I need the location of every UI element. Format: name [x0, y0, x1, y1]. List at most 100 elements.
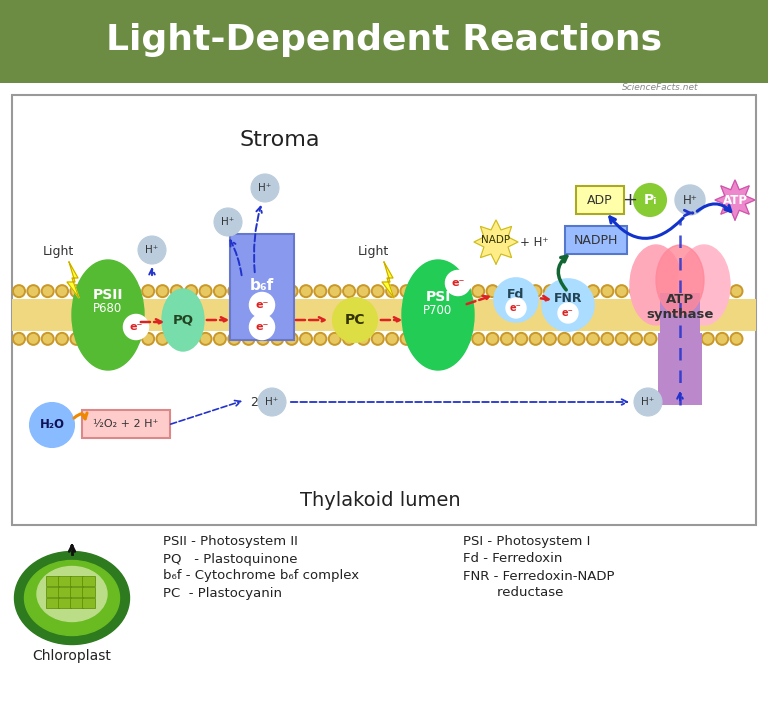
- Polygon shape: [715, 180, 755, 220]
- Circle shape: [645, 286, 655, 296]
- FancyBboxPatch shape: [658, 333, 702, 405]
- Circle shape: [602, 334, 612, 344]
- FancyBboxPatch shape: [82, 598, 95, 608]
- Text: reductase: reductase: [463, 586, 564, 599]
- Circle shape: [299, 332, 313, 346]
- Circle shape: [688, 286, 698, 296]
- Circle shape: [313, 332, 327, 346]
- Circle shape: [559, 334, 569, 344]
- Circle shape: [687, 332, 700, 346]
- Text: P700: P700: [423, 305, 452, 317]
- FancyBboxPatch shape: [58, 587, 71, 597]
- Circle shape: [129, 286, 139, 296]
- Circle shape: [359, 334, 369, 344]
- Circle shape: [657, 332, 672, 346]
- Circle shape: [186, 286, 197, 296]
- Circle shape: [485, 284, 499, 298]
- Circle shape: [574, 334, 584, 344]
- Circle shape: [634, 388, 662, 416]
- FancyBboxPatch shape: [82, 576, 95, 586]
- Circle shape: [299, 284, 313, 298]
- Circle shape: [112, 284, 127, 298]
- FancyBboxPatch shape: [46, 576, 59, 586]
- Circle shape: [430, 334, 440, 344]
- Circle shape: [500, 332, 514, 346]
- Circle shape: [715, 332, 729, 346]
- Text: PQ: PQ: [173, 314, 194, 327]
- Circle shape: [558, 303, 578, 323]
- Circle shape: [286, 286, 296, 296]
- Text: ScienceFacts.net: ScienceFacts.net: [622, 84, 698, 92]
- Circle shape: [542, 279, 594, 331]
- Circle shape: [285, 332, 299, 346]
- Circle shape: [258, 388, 286, 416]
- Circle shape: [333, 298, 377, 342]
- FancyBboxPatch shape: [82, 587, 95, 597]
- Circle shape: [214, 208, 242, 236]
- Circle shape: [528, 332, 543, 346]
- Circle shape: [502, 286, 512, 296]
- Circle shape: [559, 286, 569, 296]
- Circle shape: [215, 334, 225, 344]
- Circle shape: [28, 286, 38, 296]
- Circle shape: [458, 286, 469, 296]
- Circle shape: [251, 174, 279, 202]
- Circle shape: [186, 334, 197, 344]
- Circle shape: [71, 286, 81, 296]
- Circle shape: [715, 284, 729, 298]
- Circle shape: [515, 284, 528, 298]
- Circle shape: [445, 334, 455, 344]
- Circle shape: [200, 334, 210, 344]
- Circle shape: [457, 284, 471, 298]
- Circle shape: [114, 334, 124, 344]
- Circle shape: [428, 284, 442, 298]
- Circle shape: [430, 286, 440, 296]
- Circle shape: [301, 334, 311, 344]
- Circle shape: [329, 334, 339, 344]
- Circle shape: [69, 284, 84, 298]
- Circle shape: [114, 286, 124, 296]
- Circle shape: [545, 334, 555, 344]
- Circle shape: [229, 334, 240, 344]
- Circle shape: [617, 334, 627, 344]
- Circle shape: [617, 286, 627, 296]
- Circle shape: [675, 185, 705, 215]
- Circle shape: [242, 284, 256, 298]
- Circle shape: [644, 332, 657, 346]
- Circle shape: [258, 334, 268, 344]
- Circle shape: [660, 334, 670, 344]
- Circle shape: [157, 334, 167, 344]
- Circle shape: [545, 286, 555, 296]
- Circle shape: [143, 286, 153, 296]
- Circle shape: [184, 284, 198, 298]
- Circle shape: [629, 284, 643, 298]
- Circle shape: [500, 284, 514, 298]
- Circle shape: [571, 332, 586, 346]
- Ellipse shape: [162, 289, 204, 351]
- Circle shape: [84, 284, 98, 298]
- Text: PQ   - Plastoquinone: PQ - Plastoquinone: [163, 552, 297, 565]
- Circle shape: [157, 286, 167, 296]
- Text: e⁻: e⁻: [129, 322, 143, 332]
- Ellipse shape: [15, 552, 130, 645]
- Circle shape: [672, 332, 686, 346]
- Ellipse shape: [25, 560, 120, 635]
- Text: Light-Dependent Reactions: Light-Dependent Reactions: [106, 23, 662, 57]
- Circle shape: [286, 334, 296, 344]
- Circle shape: [328, 284, 342, 298]
- Text: PC: PC: [345, 313, 366, 327]
- Circle shape: [730, 284, 743, 298]
- FancyBboxPatch shape: [70, 598, 83, 608]
- Text: Fd - Ferredoxin: Fd - Ferredoxin: [463, 552, 562, 565]
- Circle shape: [14, 334, 24, 344]
- FancyBboxPatch shape: [0, 0, 768, 83]
- Text: NADPH: NADPH: [574, 234, 618, 246]
- Text: ATP
synthase: ATP synthase: [647, 293, 713, 321]
- Circle shape: [674, 286, 684, 296]
- Text: Light: Light: [357, 246, 389, 258]
- Circle shape: [446, 271, 470, 295]
- Circle shape: [172, 286, 182, 296]
- Circle shape: [445, 286, 455, 296]
- Circle shape: [372, 334, 382, 344]
- Circle shape: [213, 332, 227, 346]
